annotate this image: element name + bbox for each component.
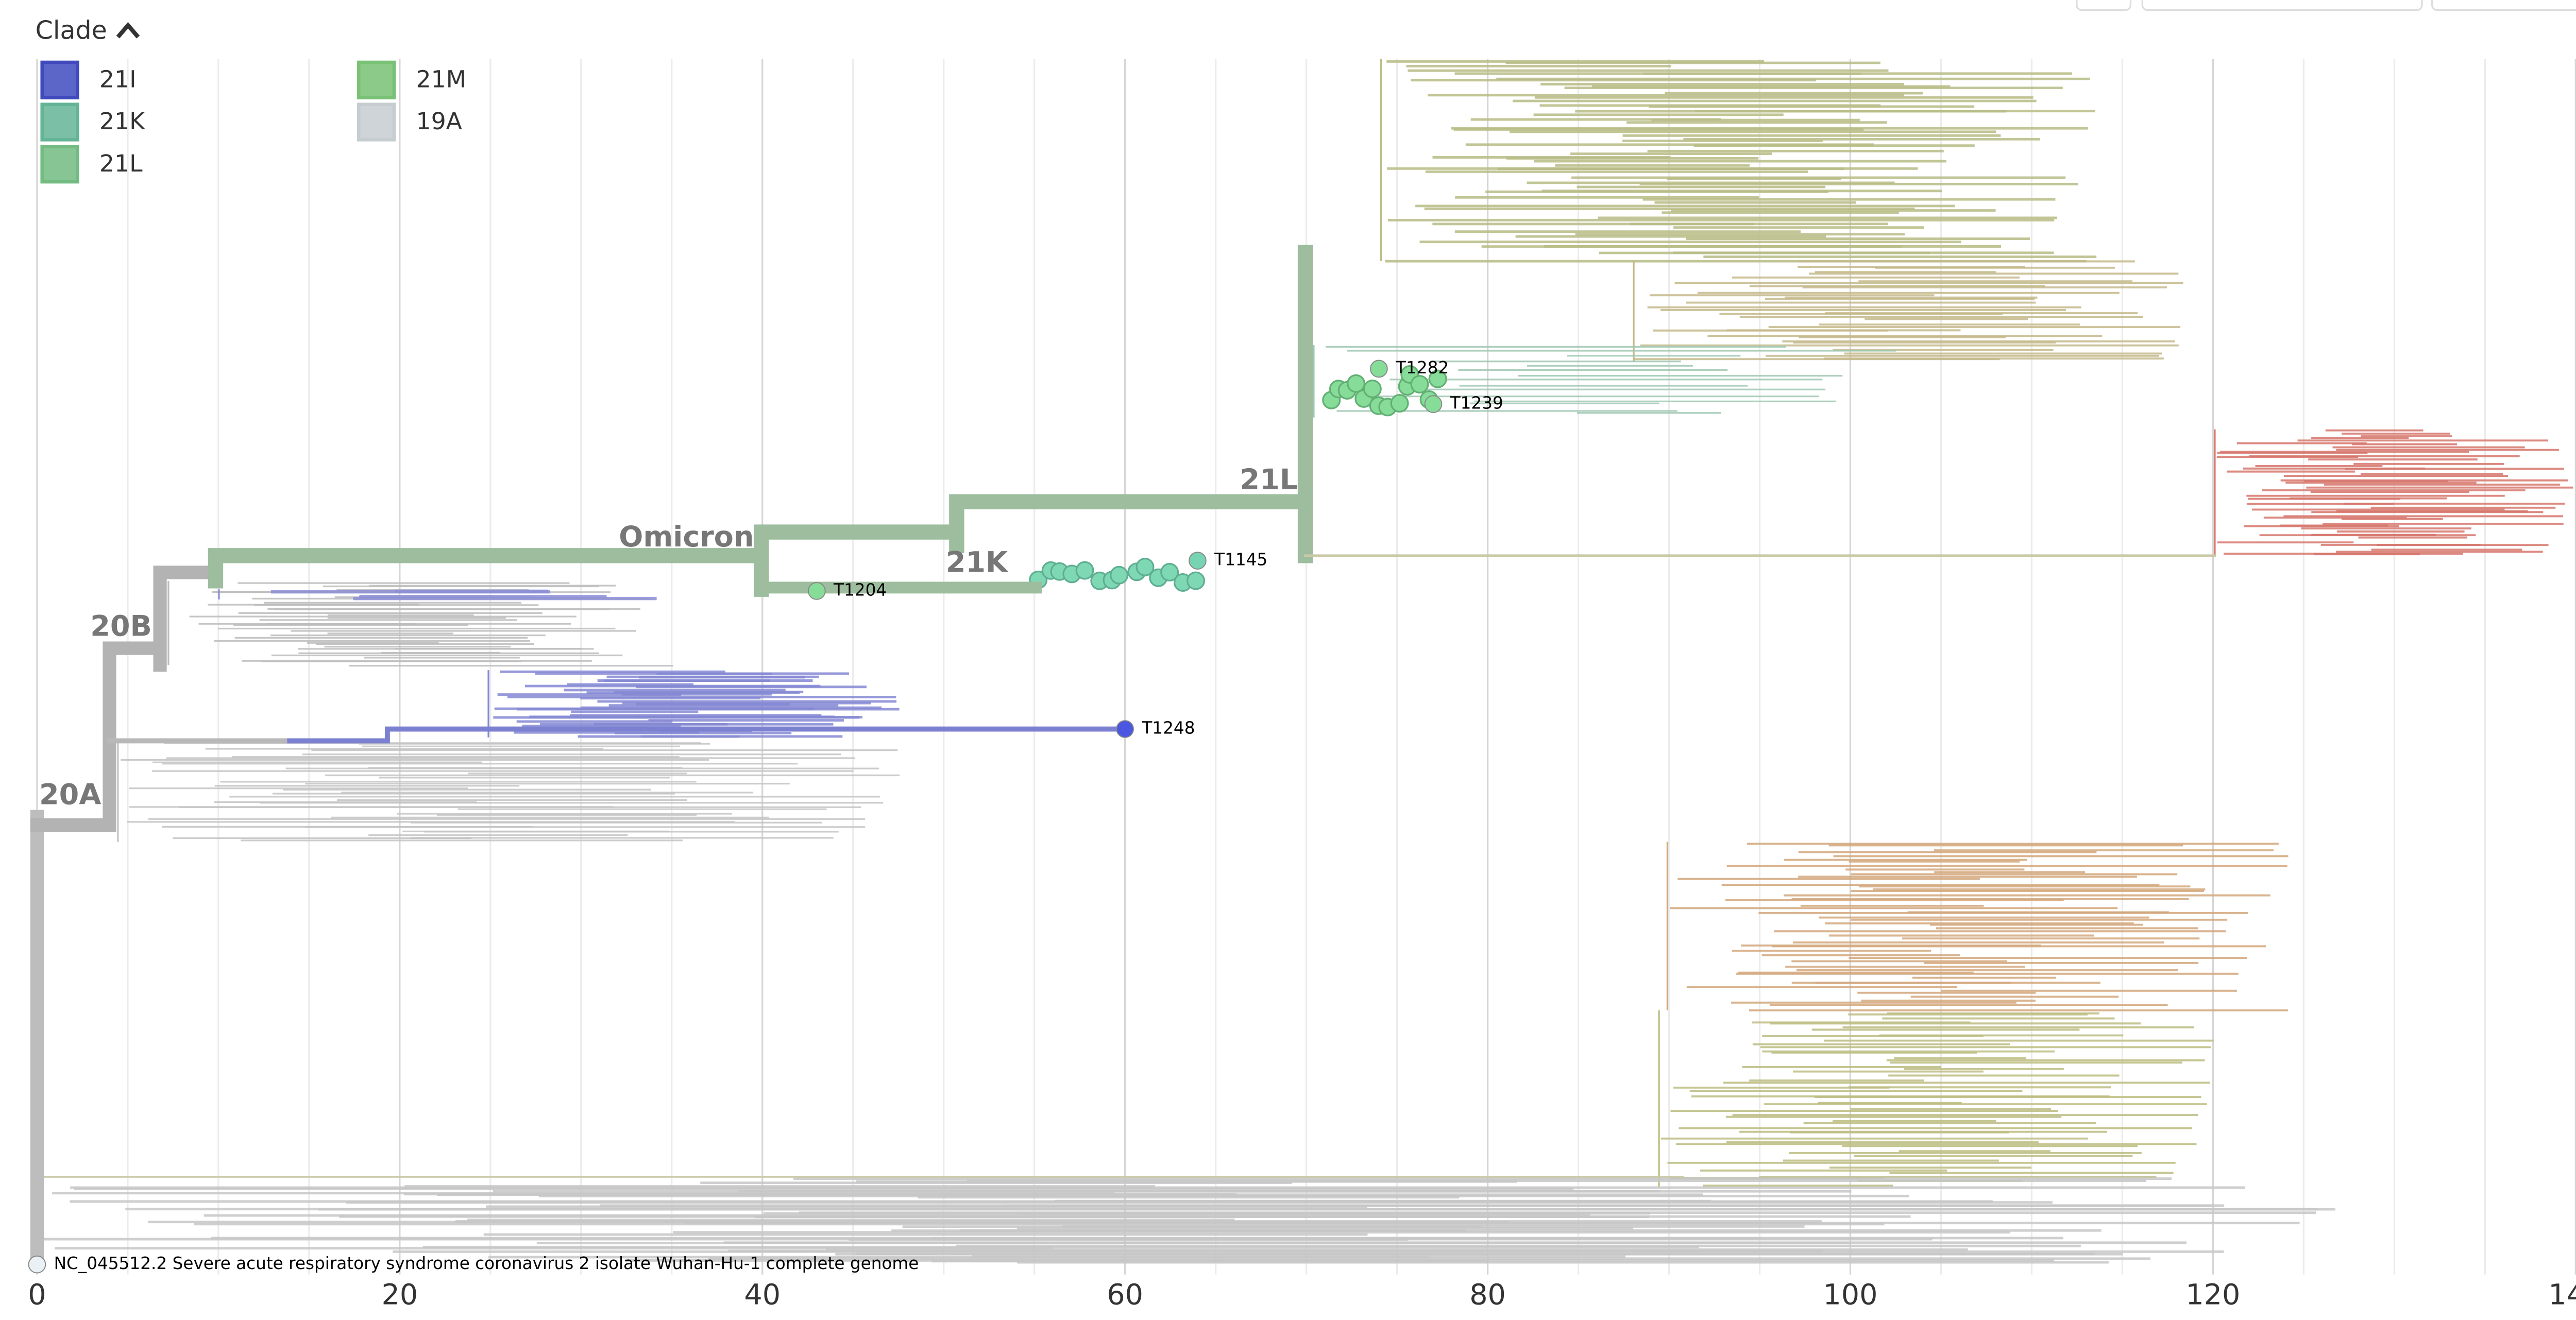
legend-item[interactable]: 19A [357, 102, 462, 142]
tree-backbone [30, 245, 2216, 1270]
legend-label: 21K [99, 108, 145, 135]
clade-label: Omicron [619, 520, 754, 554]
x-axis: 0 20 40 60 80 100 120 140 20A 20B Omicron 21K 21L [28, 463, 2576, 1311]
legend-item[interactable]: 21I [40, 60, 137, 99]
tip-node [1075, 561, 1094, 580]
collapse-chevron[interactable] [116, 22, 140, 39]
branch [287, 726, 1128, 744]
grid [36, 59, 2576, 1275]
toolbar-button[interactable] [2141, 0, 2423, 11]
branch [30, 565, 223, 832]
legend-item[interactable]: 21K [40, 102, 145, 142]
branch [208, 245, 1313, 597]
legend-title[interactable]: Clade [36, 15, 107, 45]
tip[interactable] [1424, 395, 1443, 413]
tip-node [1410, 375, 1429, 394]
tip-node [1160, 563, 1179, 582]
tip-node [1347, 374, 1366, 393]
tip-label: T1204 [833, 580, 887, 599]
toolbar [2076, 0, 2576, 11]
clade-label: 20B [90, 610, 152, 643]
x-tick-label: 60 [1107, 1278, 1143, 1311]
x-tick-label: 0 [28, 1278, 46, 1311]
tip-label: T1282 [1395, 358, 1449, 378]
clade-label: 21L [1240, 463, 1298, 496]
tip-label: NC_045512.2 Severe acute respiratory syn… [54, 1254, 919, 1273]
clade-label: 21K [946, 545, 1009, 579]
legend-item[interactable]: 21M [357, 60, 466, 99]
legend-label: 21M [416, 65, 466, 93]
x-tick-label: 20 [381, 1278, 418, 1311]
x-tick-label: 80 [1469, 1278, 1506, 1311]
legend-swatch [357, 102, 396, 142]
tip-node [1110, 565, 1129, 585]
legend-swatch [40, 60, 79, 99]
tip-node [1428, 369, 1447, 388]
tip[interactable] [808, 582, 826, 600]
tip-node [1390, 394, 1409, 413]
legend-label: 21I [99, 65, 137, 93]
tip-node [1136, 557, 1155, 576]
tip[interactable] [28, 1255, 46, 1274]
legend-label: 19A [416, 108, 462, 135]
x-tick-label: 140 [2548, 1278, 2576, 1311]
tip[interactable] [1189, 552, 1207, 570]
toolbar-button[interactable] [2076, 0, 2132, 11]
tip[interactable] [1116, 720, 1134, 738]
toolbar-button[interactable] [2431, 0, 2576, 11]
tip-label: T1145 [1214, 550, 1267, 570]
x-tick-label: 120 [2185, 1278, 2240, 1311]
legend-swatch [40, 145, 79, 184]
x-tick-label: 100 [1823, 1278, 1877, 1311]
tree-bushes [36, 59, 2573, 1264]
clade-label: 20A [39, 778, 101, 811]
tip-label: T1248 [1141, 718, 1195, 738]
legend-label: 21L [99, 150, 143, 177]
legend-item[interactable]: 21L [40, 145, 143, 184]
tip-node [1363, 379, 1382, 398]
tip[interactable] [1370, 359, 1388, 378]
tip-node [1187, 571, 1205, 590]
tip-label: T1239 [1450, 393, 1503, 413]
legend-swatch [357, 60, 396, 99]
x-tick-label: 40 [744, 1278, 781, 1311]
legend: Clade 21I 21K 21L 21M 19A [36, 15, 466, 184]
legend-swatch [40, 102, 79, 142]
